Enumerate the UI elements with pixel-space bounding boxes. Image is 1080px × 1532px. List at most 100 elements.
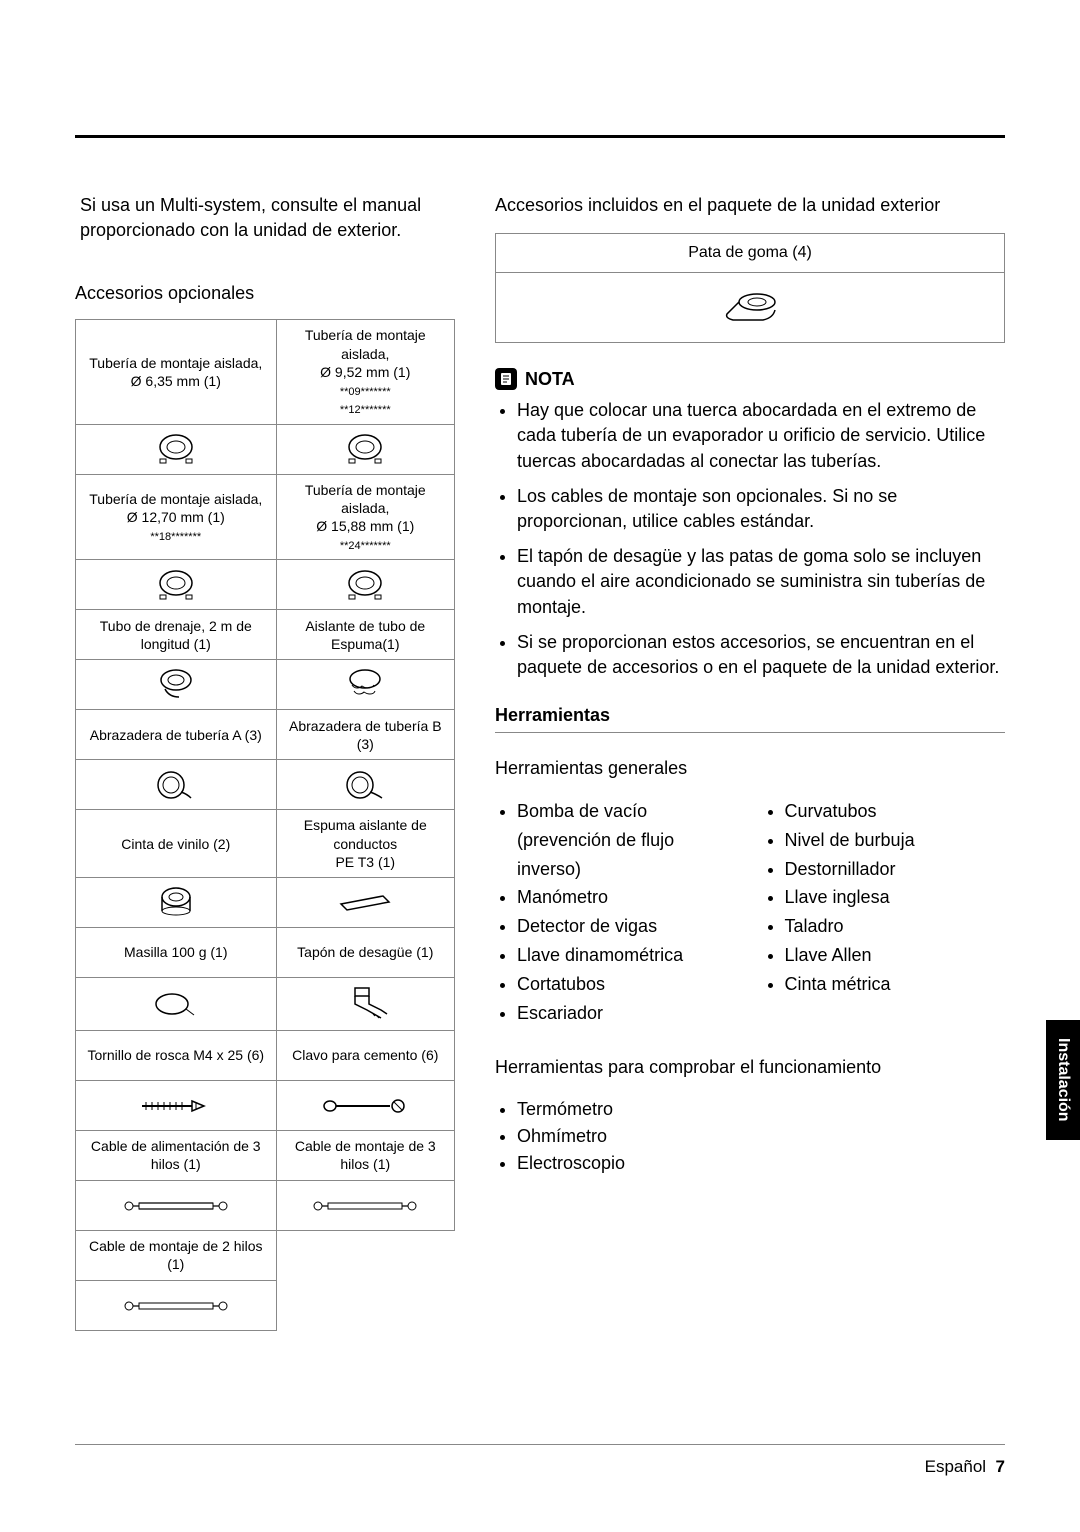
acc-image: [76, 1280, 277, 1330]
acc-label: Abrazadera de tubería B (3): [276, 710, 454, 760]
text: Tubería de montaje aislada,: [305, 327, 426, 361]
acc-image: [276, 1080, 454, 1130]
text: PE T3 (1): [335, 854, 395, 870]
test-tools-list: Termómetro Ohmímetro Electroscopio: [495, 1096, 1005, 1177]
tools-list-right: Curvatubos Nivel de burbuja Destornillad…: [763, 797, 1006, 1027]
tool-item: Llave Allen: [785, 941, 1006, 970]
acc-label: Tornillo de rosca M4 x 25 (6): [76, 1030, 277, 1080]
tool-item: Cinta métrica: [785, 970, 1006, 999]
footer-lang: Español: [925, 1457, 986, 1476]
acc-image: [76, 977, 277, 1030]
outdoor-item-image: [496, 273, 1005, 343]
putty-icon: [152, 989, 200, 1019]
tool-item: Llave inglesa: [785, 883, 1006, 912]
acc-label: Cable de montaje de 3 hilos (1): [276, 1130, 454, 1180]
acc-image: [76, 877, 277, 927]
foam-sheet-icon: [335, 890, 395, 914]
tool-item: Destornillador: [785, 855, 1006, 884]
acc-label: Aislante de tubo de Espuma(1): [276, 610, 454, 660]
cable-3wire-icon: [310, 1197, 420, 1215]
note-item: Los cables de montaje son opcionales. Si…: [517, 484, 1005, 534]
tool-item: Termómetro: [517, 1096, 1005, 1123]
acc-image: [76, 560, 277, 610]
tool-item: Ohmímetro: [517, 1123, 1005, 1150]
text: hilos (1): [151, 1156, 201, 1172]
tool-item: Escariador: [517, 999, 738, 1028]
screw-icon: [136, 1096, 216, 1116]
accessories-table: Tubería de montaje aislada, Ø 6,35 mm (1…: [75, 319, 455, 1331]
acc-label: Tubería de montaje aislada, Ø 6,35 mm (1…: [76, 320, 277, 424]
acc-label: Cable de montaje de 2 hilos (1): [76, 1230, 277, 1280]
text: Ø 6,35 mm (1): [131, 373, 221, 389]
acc-image: [276, 560, 454, 610]
clamp-a-icon: [153, 768, 199, 802]
empty-cell: [276, 1280, 454, 1330]
tool-item: Llave dinamométrica: [517, 941, 738, 970]
foam-insulator-icon: [340, 667, 390, 703]
note-item: Si se proporcionan estos accesorios, se …: [517, 630, 1005, 680]
page-footer: Español 7: [75, 1444, 1005, 1477]
text: Tubería de montaje aislada,: [305, 482, 426, 516]
tool-item: Nivel de burbuja: [785, 826, 1006, 855]
coil-icon: [151, 433, 201, 465]
tool-item: Curvatubos: [785, 797, 1006, 826]
outdoor-accessories-heading: Accesorios incluidos en el paquete de la…: [495, 193, 1005, 218]
footer-page-number: 7: [996, 1457, 1005, 1476]
acc-label: Masilla 100 g (1): [76, 927, 277, 977]
note-list: Hay que colocar una tuerca abocardada en…: [495, 398, 1005, 680]
acc-label: Espuma aislante de conductos PE T3 (1): [276, 810, 454, 878]
rubber-foot-icon: [715, 288, 785, 328]
acc-label: Tubería de montaje aislada, Ø 12,70 mm (…: [76, 474, 277, 560]
tool-item: Detector de vigas: [517, 912, 738, 941]
acc-image: [276, 660, 454, 710]
acc-label: Cinta de vinilo (2): [76, 810, 277, 878]
tools-heading: Herramientas: [495, 705, 1005, 733]
acc-label: Tapón de desagüe (1): [276, 927, 454, 977]
acc-image: [76, 424, 277, 474]
tool-item: Electroscopio: [517, 1150, 1005, 1177]
drain-cap-icon: [337, 984, 393, 1024]
acc-image: [276, 1180, 454, 1230]
clamp-b-icon: [342, 768, 388, 802]
text: Cable de alimentación de 3: [91, 1138, 261, 1154]
acc-image: [76, 760, 277, 810]
note-item: Hay que colocar una tuerca abocardada en…: [517, 398, 1005, 474]
acc-image: [276, 977, 454, 1030]
tape-icon: [156, 885, 196, 919]
side-tab: Instalación: [1046, 1020, 1080, 1140]
intro-text: Si usa un Multi-system, consulte el manu…: [75, 193, 455, 243]
cable-2wire-icon: [121, 1297, 231, 1315]
text: Tubería de montaje aislada,: [89, 355, 262, 371]
text: Espuma aislante de conductos: [304, 817, 427, 851]
acc-image: [276, 424, 454, 474]
acc-image: [76, 1180, 277, 1230]
acc-image: [76, 1080, 277, 1130]
top-divider: [75, 135, 1005, 138]
empty-cell: [276, 1230, 454, 1280]
drain-tube-icon: [151, 667, 201, 703]
note-item: El tapón de desagüe y las patas de goma …: [517, 544, 1005, 620]
acc-label: Tubería de montaje aislada, Ø 9,52 mm (1…: [276, 320, 454, 424]
tool-item: Taladro: [785, 912, 1006, 941]
note-icon: [495, 368, 517, 390]
acc-label: Cable de alimentación de 3 hilos (1): [76, 1130, 277, 1180]
acc-label: Clavo para cemento (6): [276, 1030, 454, 1080]
acc-label: Tubería de montaje aislada, Ø 15,88 mm (…: [276, 474, 454, 560]
tool-item: Manómetro: [517, 883, 738, 912]
test-tools-heading: Herramientas para comprobar el funcionam…: [495, 1057, 1005, 1078]
nail-icon: [320, 1097, 410, 1115]
text: Ø 9,52 mm (1): [320, 364, 410, 380]
acc-image: [276, 760, 454, 810]
acc-label: Tubo de drenaje, 2 m de longitud (1): [76, 610, 277, 660]
cable-3wire-icon: [121, 1197, 231, 1215]
acc-image: [76, 660, 277, 710]
general-tools-heading: Herramientas generales: [495, 758, 1005, 779]
coil-icon: [151, 569, 201, 601]
text: **09*******: [340, 386, 391, 398]
optional-accessories-heading: Accesorios opcionales: [75, 283, 455, 304]
coil-icon: [340, 569, 390, 601]
tool-item: Cortatubos: [517, 970, 738, 999]
text: **18*******: [150, 531, 201, 543]
acc-label: Abrazadera de tubería A (3): [76, 710, 277, 760]
note-heading: NOTA: [495, 368, 1005, 390]
